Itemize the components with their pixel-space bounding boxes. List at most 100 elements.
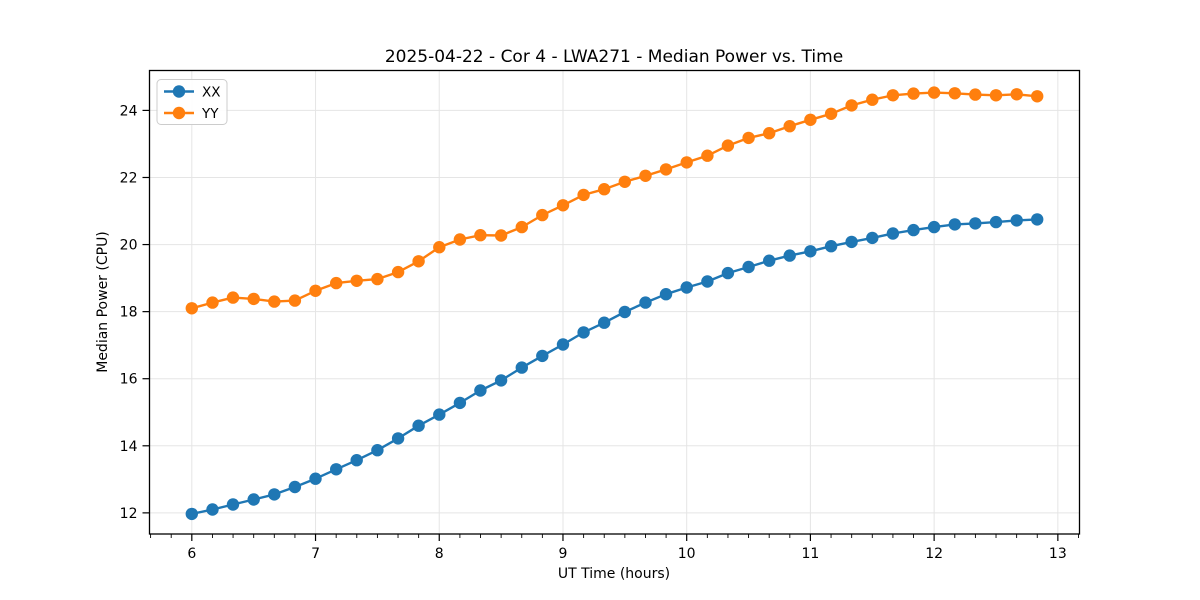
data-point-xx bbox=[639, 296, 652, 309]
x-tick-label: 12 bbox=[925, 546, 943, 562]
data-point-xx bbox=[330, 463, 343, 476]
data-point-yy bbox=[598, 183, 611, 196]
data-point-yy bbox=[639, 169, 652, 182]
data-point-yy bbox=[268, 295, 281, 308]
data-point-xx bbox=[350, 454, 363, 467]
data-point-xx bbox=[989, 215, 1003, 229]
data-point-yy bbox=[721, 139, 735, 152]
data-point-xx bbox=[742, 260, 755, 274]
data-point-xx bbox=[391, 432, 405, 445]
data-point-yy bbox=[927, 86, 941, 99]
data-point-xx bbox=[845, 235, 858, 249]
data-point-yy bbox=[309, 284, 322, 297]
y-tick-label: 14 bbox=[120, 439, 138, 455]
data-point-yy bbox=[824, 107, 838, 121]
data-point-xx bbox=[886, 227, 900, 240]
data-point-yy bbox=[886, 89, 900, 102]
x-axis-label: UT Time (hours) bbox=[558, 566, 670, 582]
data-point-xx bbox=[721, 266, 735, 280]
data-point-yy bbox=[453, 233, 467, 246]
data-point-xx bbox=[907, 223, 920, 237]
data-point-yy bbox=[536, 208, 549, 222]
data-point-yy bbox=[948, 87, 961, 100]
data-point-xx bbox=[185, 507, 198, 521]
data-point-xx bbox=[515, 361, 528, 374]
data-point-yy bbox=[1010, 88, 1023, 101]
x-tick-label: 13 bbox=[1049, 546, 1067, 562]
data-point-yy bbox=[804, 113, 817, 127]
data-point-xx bbox=[433, 408, 446, 421]
data-point-xx bbox=[824, 240, 838, 253]
data-point-yy bbox=[494, 229, 508, 242]
gridlines-layer bbox=[149, 70, 1080, 534]
legend-label: XX bbox=[202, 85, 221, 101]
data-point-yy bbox=[763, 127, 776, 140]
data-point-xx bbox=[206, 503, 219, 516]
data-point-xx bbox=[1031, 213, 1044, 226]
y-tick-label: 20 bbox=[120, 238, 138, 254]
y-axis-ticks: 12 14 16 18 20 22 24 bbox=[120, 103, 150, 522]
data-point-xx bbox=[268, 488, 281, 501]
data-point-xx bbox=[598, 316, 611, 329]
data-point-xx bbox=[226, 498, 240, 511]
data-point-xx bbox=[804, 245, 817, 258]
data-point-yy bbox=[433, 241, 446, 254]
data-point-xx bbox=[412, 419, 425, 432]
data-point-yy bbox=[845, 99, 858, 112]
data-point-yy bbox=[330, 276, 343, 290]
chart-title: 2025-04-22 - Cor 4 - LWA271 - Median Pow… bbox=[385, 47, 843, 67]
data-point-yy bbox=[659, 163, 673, 176]
data-point-yy bbox=[680, 156, 693, 169]
y-tick-label: 18 bbox=[120, 305, 138, 321]
y-tick-label: 22 bbox=[120, 170, 138, 186]
series-line-xx bbox=[191, 218, 1038, 516]
data-point-xx bbox=[288, 480, 302, 494]
legend: XX YY bbox=[156, 79, 228, 125]
data-point-xx bbox=[783, 249, 796, 262]
x-tick-label: 9 bbox=[559, 546, 568, 562]
data-point-yy bbox=[742, 131, 755, 145]
data-point-yy bbox=[907, 87, 920, 100]
plot-border bbox=[148, 69, 1081, 535]
x-tick-label: 6 bbox=[187, 546, 196, 562]
data-point-yy bbox=[1031, 90, 1044, 103]
x-tick-label: 11 bbox=[801, 546, 819, 562]
data-point-xx bbox=[556, 338, 570, 351]
data-point-yy bbox=[618, 175, 631, 188]
legend-label: YY bbox=[201, 106, 219, 122]
data-point-yy bbox=[474, 229, 487, 242]
series-layer bbox=[185, 86, 1044, 521]
data-point-xx bbox=[618, 305, 631, 319]
data-point-yy bbox=[206, 296, 219, 309]
data-point-xx bbox=[927, 220, 941, 234]
data-point-xx bbox=[371, 444, 384, 457]
data-point-xx bbox=[866, 231, 879, 245]
y-tick-label: 12 bbox=[120, 506, 138, 522]
data-point-yy bbox=[577, 188, 590, 202]
x-tick-label: 7 bbox=[311, 546, 320, 562]
data-point-xx bbox=[948, 218, 961, 231]
data-point-xx bbox=[680, 281, 693, 294]
data-point-yy bbox=[391, 265, 405, 279]
data-point-yy bbox=[866, 93, 879, 106]
data-point-yy bbox=[371, 272, 384, 286]
y-axis-label: Median Power (CPU) bbox=[95, 231, 111, 373]
x-axis-ticks: 6 7 8 9 10 11 12 13 bbox=[150, 534, 1079, 562]
data-point-yy bbox=[350, 274, 363, 287]
data-point-xx bbox=[763, 254, 776, 267]
data-point-xx bbox=[494, 374, 508, 387]
y-tick-label: 16 bbox=[120, 372, 138, 388]
data-point-xx bbox=[309, 472, 322, 485]
data-point-yy bbox=[288, 294, 302, 307]
data-point-xx bbox=[969, 217, 982, 230]
data-point-yy bbox=[783, 120, 796, 133]
data-point-yy bbox=[556, 199, 570, 212]
data-point-xx bbox=[536, 349, 549, 363]
series-line-yy bbox=[191, 91, 1038, 310]
data-point-xx bbox=[701, 275, 714, 288]
x-tick-label: 10 bbox=[678, 546, 696, 562]
data-point-xx bbox=[577, 326, 590, 339]
data-point-yy bbox=[701, 149, 714, 162]
